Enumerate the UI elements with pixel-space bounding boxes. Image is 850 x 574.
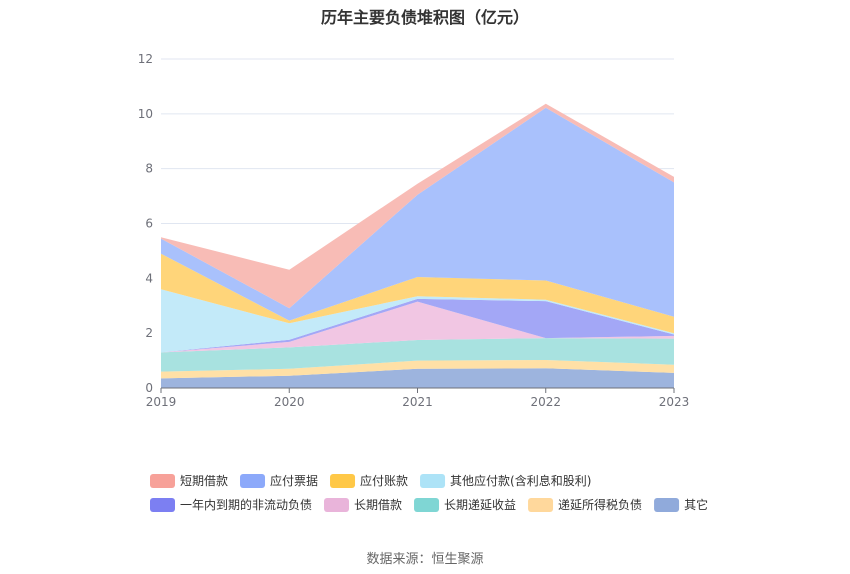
legend-item[interactable]: 其他应付款(含利息和股利) — [420, 473, 591, 488]
legend-swatch — [150, 498, 175, 512]
y-tick-label: 10 — [138, 107, 153, 121]
y-tick-label: 6 — [145, 217, 153, 231]
legend-item[interactable]: 一年内到期的非流动负债 — [150, 497, 312, 512]
legend-label: 应付票据 — [270, 473, 318, 488]
legend-item[interactable]: 应付票据 — [240, 473, 318, 488]
legend-label: 短期借款 — [180, 474, 228, 488]
legend-item[interactable]: 其它 — [654, 497, 708, 512]
y-tick-label: 12 — [138, 52, 153, 66]
y-tick-label: 2 — [145, 326, 153, 340]
area-series-6 — [161, 289, 674, 353]
area-series-7 — [161, 253, 674, 334]
legend-item[interactable]: 应付账款 — [330, 473, 408, 488]
legend-item[interactable]: 短期借款 — [150, 474, 228, 488]
legend-swatch — [654, 498, 680, 512]
x-tick-label: 2021 — [402, 395, 433, 409]
area-series-5 — [161, 298, 674, 353]
legend-label: 其他应付款(含利息和股利) — [450, 473, 591, 488]
legend-swatch — [414, 498, 440, 512]
legend-label: 长期递延收益 — [444, 498, 516, 512]
legend-swatch — [420, 474, 446, 488]
legend-swatch — [324, 498, 350, 512]
legend-label: 递延所得税负债 — [558, 497, 642, 512]
legend-label: 一年内到期的非流动负债 — [180, 497, 312, 512]
x-tick-label: 2019 — [146, 395, 177, 409]
area-series-1 — [161, 368, 674, 388]
legend-label: 长期借款 — [354, 498, 402, 512]
area-series-3 — [161, 338, 674, 372]
legend-item[interactable]: 递延所得税负债 — [528, 497, 642, 512]
x-tick-label: 2023 — [659, 395, 690, 409]
legend-label: 应付账款 — [360, 473, 408, 488]
legend-swatch — [240, 474, 266, 488]
y-tick-label: 4 — [145, 271, 153, 285]
legend-swatch — [330, 474, 356, 488]
x-tick-label: 2020 — [274, 395, 305, 409]
legend-swatch — [528, 498, 554, 512]
legend-item[interactable]: 长期递延收益 — [414, 498, 516, 512]
legend-item[interactable]: 长期借款 — [324, 498, 402, 512]
chart-title: 历年主要负债堆积图（亿元） — [320, 8, 529, 27]
area-series-8 — [161, 107, 674, 321]
data-source: 数据来源：恒生聚源 — [366, 552, 484, 567]
area-series-4 — [161, 301, 674, 353]
area-series-2 — [161, 360, 674, 379]
x-tick-label: 2022 — [530, 395, 561, 409]
legend-swatch — [150, 474, 175, 488]
y-tick-label: 8 — [145, 162, 153, 176]
y-tick-label: 0 — [145, 381, 153, 395]
legend-label: 其它 — [684, 497, 708, 512]
